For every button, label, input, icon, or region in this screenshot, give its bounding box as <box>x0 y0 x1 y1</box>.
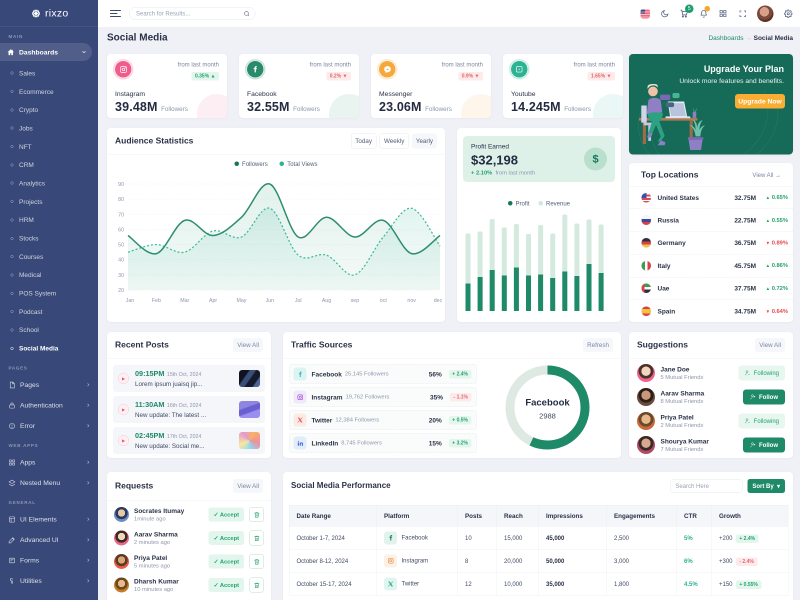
svg-text:2988: 2988 <box>539 412 556 421</box>
svg-text:Facebook: Facebook <box>525 398 570 409</box>
svg-text:Jan: Jan <box>126 298 135 304</box>
svg-text:sep: sep <box>351 298 360 304</box>
svg-text:dec: dec <box>434 298 443 304</box>
svg-text:70: 70 <box>118 213 124 219</box>
svg-text:oct: oct <box>380 298 388 304</box>
svg-text:40: 40 <box>118 258 124 264</box>
svg-text:60: 60 <box>118 228 124 234</box>
svg-text:30: 30 <box>118 273 124 279</box>
svg-text:nov: nov <box>407 298 416 304</box>
svg-text:Feb: Feb <box>152 298 161 304</box>
svg-text:90: 90 <box>118 182 124 188</box>
svg-text:May: May <box>236 298 246 304</box>
svg-text:20: 20 <box>118 288 124 294</box>
svg-text:Aug: Aug <box>322 298 331 304</box>
svg-text:Jul: Jul <box>295 298 302 304</box>
svg-text:50: 50 <box>118 243 124 249</box>
svg-text:Mar: Mar <box>180 298 189 304</box>
svg-text:Apr: Apr <box>209 298 217 304</box>
svg-text:80: 80 <box>118 197 124 203</box>
svg-text:Jun: Jun <box>266 298 275 304</box>
